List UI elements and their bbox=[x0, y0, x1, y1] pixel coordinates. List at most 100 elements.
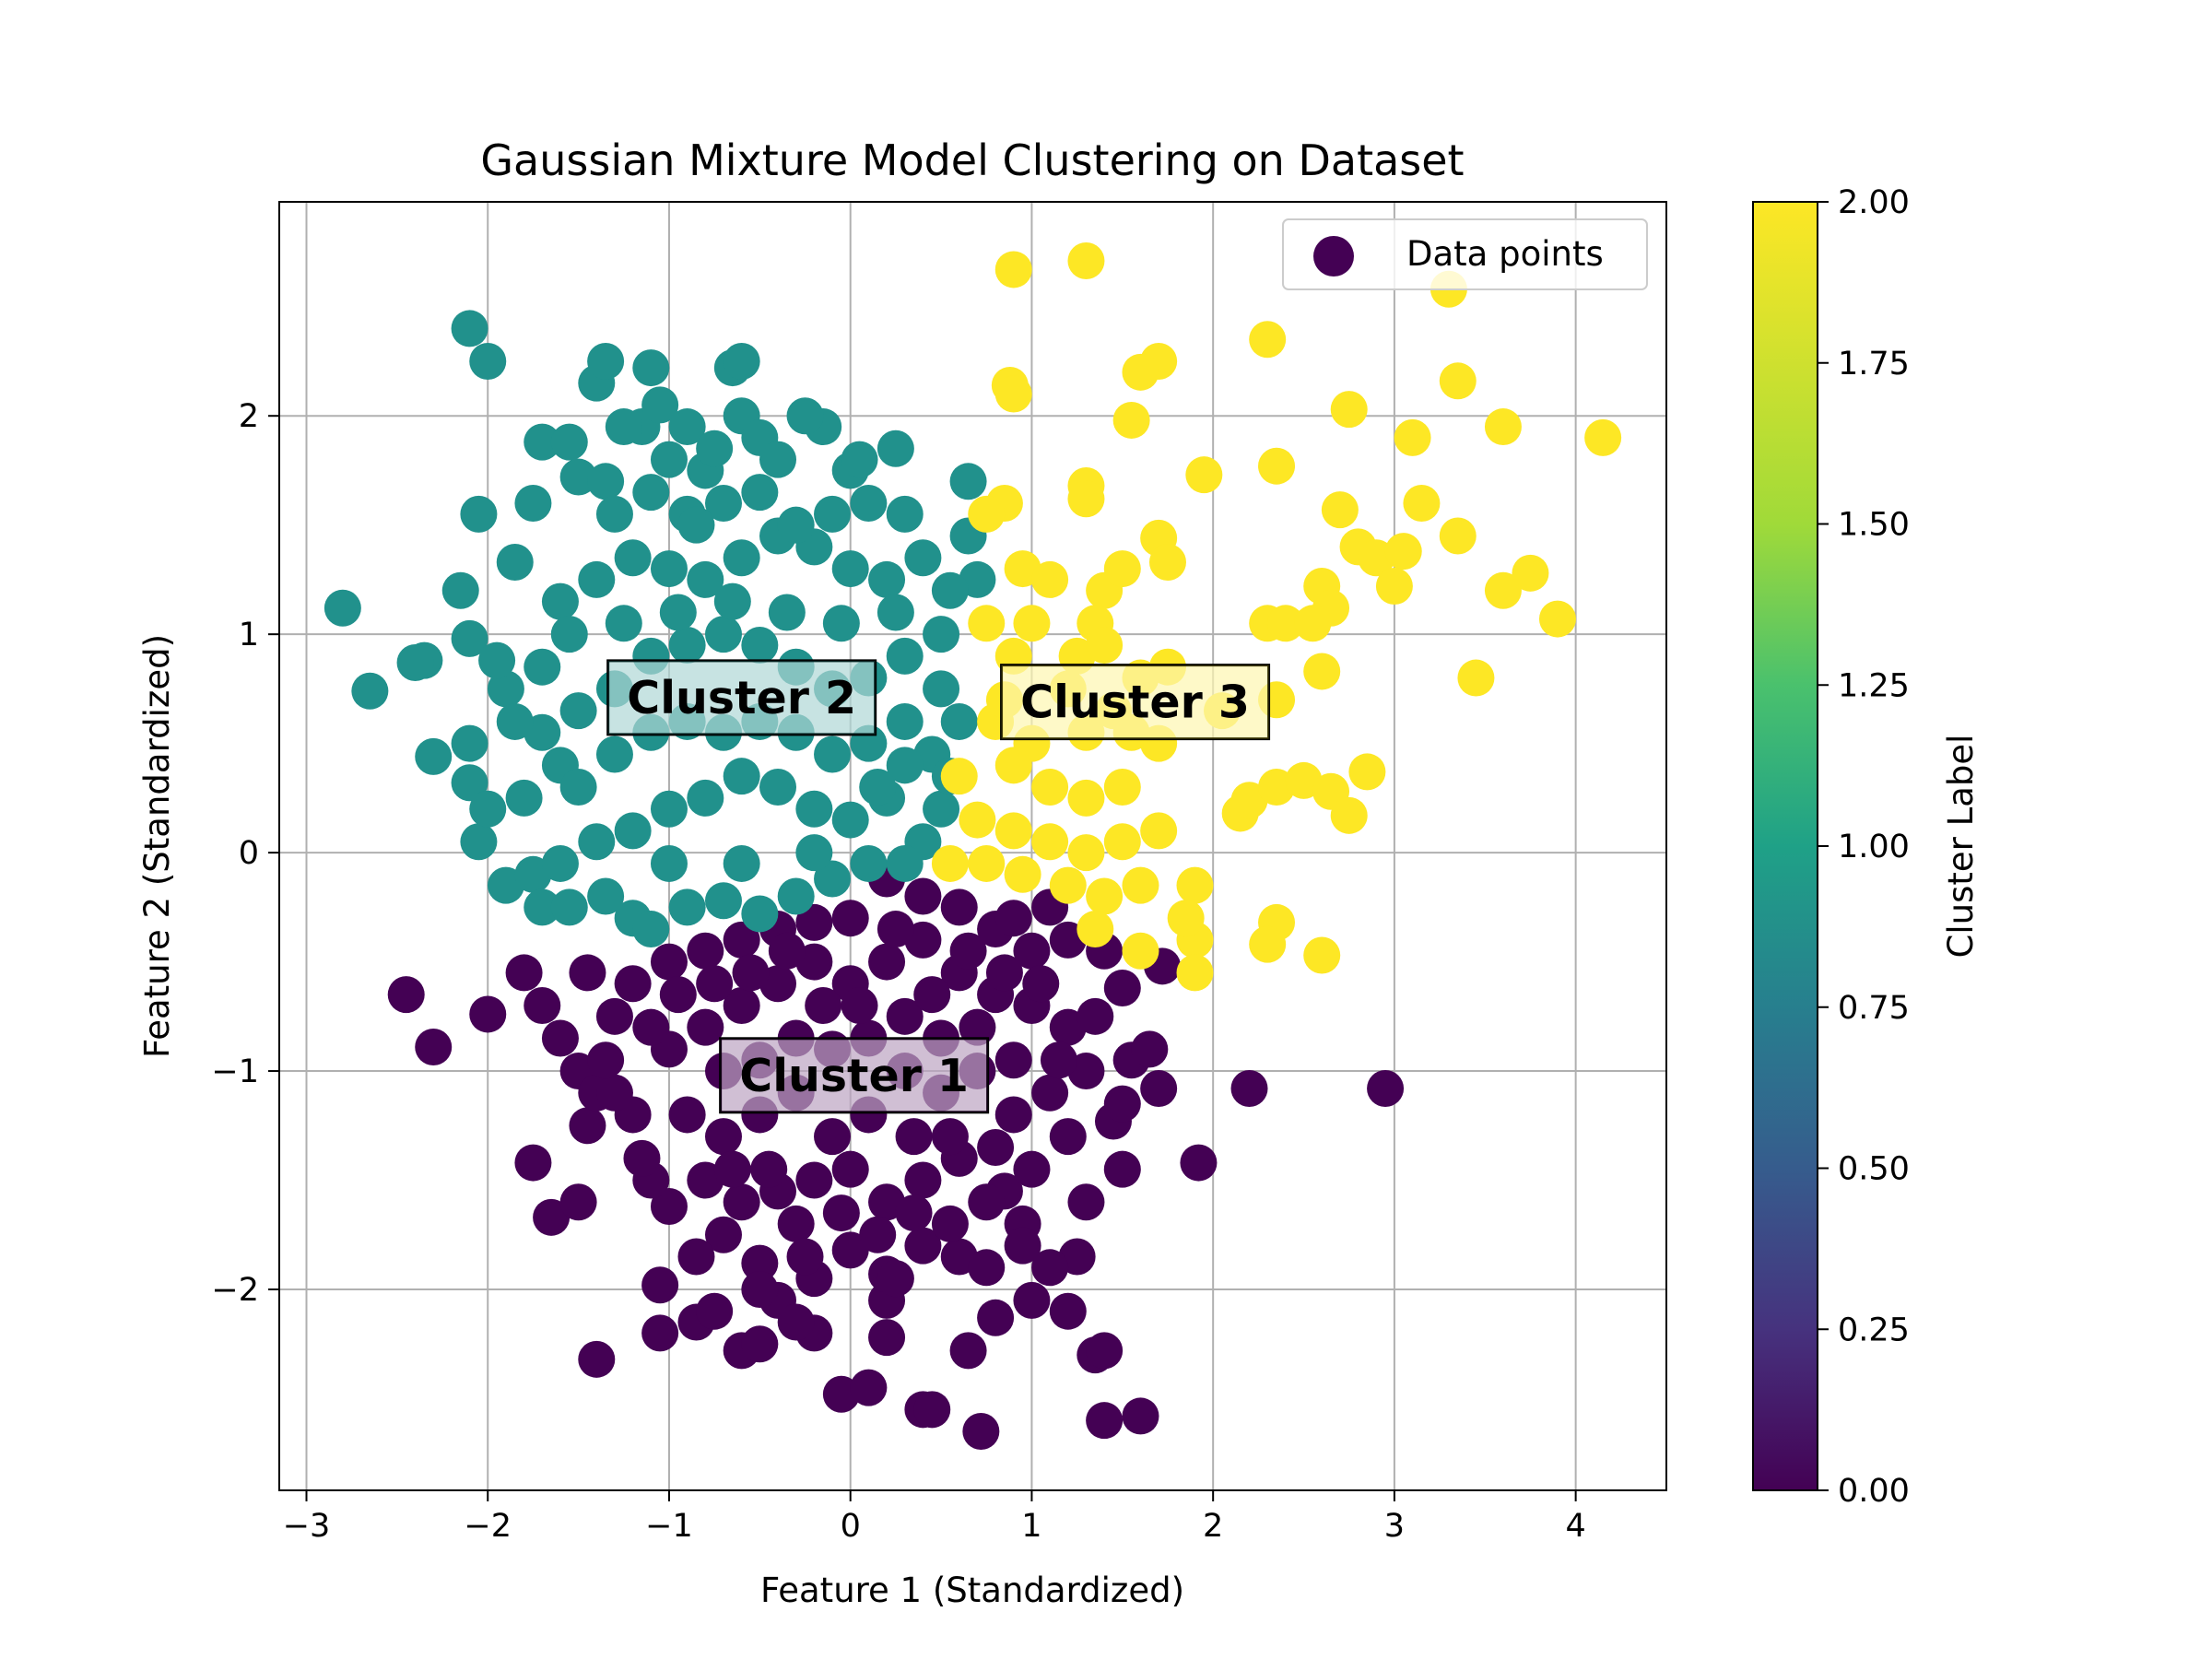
x-axis-ticks: −3 −2 −1 0 1 2 3 4 bbox=[283, 1490, 1586, 1545]
cluster-1-point bbox=[723, 758, 760, 795]
cluster-0-point bbox=[723, 921, 760, 959]
cluster-1-point bbox=[713, 582, 751, 620]
colorbar-tick-label: 0.50 bbox=[1838, 1151, 1910, 1188]
cluster-1-point bbox=[741, 627, 779, 665]
cluster-1-point bbox=[814, 860, 852, 898]
cluster-2-point bbox=[931, 844, 969, 882]
cluster-1-point bbox=[741, 474, 779, 512]
cluster-1-point bbox=[550, 888, 588, 926]
cluster-2-point bbox=[1403, 484, 1441, 522]
cluster-0-point bbox=[741, 1271, 779, 1309]
cluster-2-point bbox=[1484, 571, 1522, 609]
cluster-0-point bbox=[868, 943, 906, 981]
cluster-1-point bbox=[496, 702, 534, 740]
cluster-1-point bbox=[505, 779, 543, 817]
colorbar-gradient bbox=[1752, 201, 1818, 1491]
cluster-0-point bbox=[687, 1008, 724, 1046]
cluster-0-point bbox=[1022, 965, 1060, 1003]
y-tick-label: −1 bbox=[211, 1053, 259, 1090]
cluster-annotation: Cluster 3 bbox=[1000, 664, 1271, 741]
cluster-0-point bbox=[559, 1183, 597, 1221]
cluster-2-point bbox=[1538, 600, 1576, 638]
x-tick-label: 1 bbox=[1021, 1508, 1041, 1545]
cluster-0-point bbox=[641, 1314, 679, 1352]
cluster-0-point bbox=[831, 1231, 869, 1269]
cluster-0-point bbox=[1103, 1085, 1141, 1123]
cluster-0-point bbox=[741, 1325, 779, 1363]
cluster-0-point bbox=[514, 1144, 552, 1182]
cluster-0-point bbox=[415, 1028, 453, 1065]
cluster-2-point bbox=[1348, 753, 1386, 791]
cluster-0-point bbox=[831, 900, 869, 937]
cluster-1-point bbox=[877, 429, 914, 467]
cluster-0-point bbox=[387, 976, 425, 1014]
cluster-0-point bbox=[949, 1332, 987, 1370]
cluster-0-point bbox=[868, 1319, 906, 1357]
cluster-1-point bbox=[587, 463, 625, 500]
cluster-1-point bbox=[632, 911, 670, 948]
cluster-2-point bbox=[1384, 533, 1422, 571]
cluster-1-point bbox=[877, 594, 914, 631]
cluster-1-point bbox=[524, 888, 561, 926]
cluster-0-point bbox=[822, 1194, 860, 1232]
cluster-1-point bbox=[650, 790, 688, 828]
cluster-0-point bbox=[931, 1118, 969, 1156]
cluster-1-point bbox=[614, 812, 652, 850]
cluster-1-point bbox=[777, 877, 815, 915]
cluster-0-point bbox=[1049, 1292, 1087, 1330]
cluster-1-point bbox=[687, 779, 724, 817]
cluster-1-point bbox=[723, 844, 760, 882]
cluster-1-point bbox=[324, 589, 361, 627]
x-tick-label: −2 bbox=[464, 1508, 512, 1545]
cluster-1-point bbox=[496, 543, 534, 581]
cluster-1-point bbox=[886, 495, 924, 533]
cluster-2-point bbox=[1439, 517, 1477, 555]
cluster-0-point bbox=[850, 1369, 888, 1406]
colorbar-tick-label: 2.00 bbox=[1838, 184, 1910, 221]
cluster-0-point bbox=[632, 1008, 670, 1046]
cluster-0-point bbox=[659, 976, 697, 1014]
y-tick-label: 1 bbox=[239, 617, 259, 653]
legend-marker bbox=[1313, 236, 1354, 276]
cluster-1-point bbox=[923, 670, 960, 708]
cluster-0-point bbox=[1040, 1041, 1077, 1079]
cluster-1-point bbox=[578, 823, 616, 861]
cluster-1-point bbox=[559, 458, 597, 496]
cluster-2-point bbox=[1103, 550, 1141, 588]
x-tick-label: 2 bbox=[1203, 1508, 1223, 1545]
cluster-0-point bbox=[977, 1299, 1015, 1336]
colorbar-tick-label: 1.00 bbox=[1838, 829, 1910, 865]
cluster-0-point bbox=[578, 1340, 616, 1378]
cluster-2-point bbox=[994, 375, 1032, 413]
cluster-2-point bbox=[1258, 447, 1296, 485]
cluster-2-point bbox=[1103, 769, 1141, 806]
cluster-1-point bbox=[487, 670, 524, 708]
y-axis-ticks: −2 −1 0 1 2 bbox=[211, 398, 279, 1309]
cluster-0-point bbox=[1031, 1074, 1069, 1112]
cluster-0-point bbox=[1077, 997, 1114, 1035]
cluster-2-point bbox=[1067, 779, 1105, 817]
annotation-box bbox=[606, 659, 877, 736]
y-tick-label: −2 bbox=[211, 1272, 259, 1309]
cluster-0-point bbox=[1013, 932, 1051, 970]
cluster-1-point bbox=[741, 895, 779, 933]
cluster-0-point bbox=[895, 1194, 933, 1232]
cluster-2-point bbox=[1067, 834, 1105, 872]
cluster-0-point bbox=[732, 954, 770, 992]
cluster-0-point bbox=[831, 1150, 869, 1188]
cluster-0-point bbox=[587, 1041, 625, 1079]
cluster-1-point bbox=[704, 616, 742, 653]
cluster-2-point bbox=[1086, 877, 1124, 915]
colorbar: 0.00 0.25 0.50 0.75 1.00 1.25 1.50 1.75 2.00 Clu… bbox=[1752, 184, 1981, 1510]
scatter-points bbox=[324, 241, 1622, 1451]
cluster-0-point bbox=[940, 888, 978, 926]
cluster-1-point bbox=[524, 423, 561, 461]
cluster-1-point bbox=[822, 605, 860, 642]
cluster-1-point bbox=[595, 495, 633, 533]
cluster-2-point bbox=[1249, 321, 1287, 359]
cluster-1-point bbox=[469, 342, 507, 380]
cluster-0-point bbox=[768, 932, 806, 970]
cluster-1-point bbox=[868, 560, 906, 598]
cluster-2-point bbox=[1439, 362, 1477, 400]
